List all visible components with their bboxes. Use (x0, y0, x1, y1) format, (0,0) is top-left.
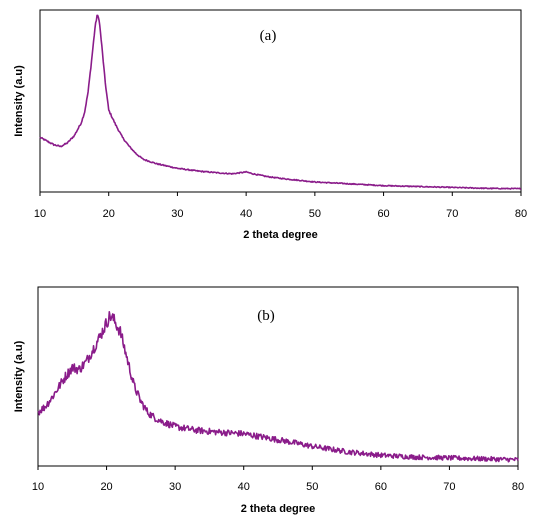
x-tick-label: 80 (515, 208, 527, 220)
y-axis-label: Intensity (a.u) (13, 340, 25, 412)
x-tick-label: 40 (238, 481, 250, 493)
x-tick-label: 20 (103, 208, 115, 220)
y-axis-label: Intensity (a.u) (13, 65, 25, 137)
plot-frame (39, 9, 522, 193)
xrd-trace (37, 311, 519, 463)
panel-label: (a) (260, 28, 277, 44)
panel-b: 10 20 30 40 50 60 70 80 (b) 2 theta degree Intensi… (13, 286, 524, 515)
x-tick-label: 30 (171, 208, 183, 220)
x-axis-label: 2 theta degree (243, 229, 318, 241)
panel-a: 10 20 30 40 50 60 70 80 (a) 2 theta degree Intensi… (13, 9, 527, 241)
x-tick-label: 80 (512, 481, 524, 493)
x-tick-label: 20 (100, 481, 112, 493)
x-tick-label: 70 (443, 481, 455, 493)
x-tick-label: 10 (32, 481, 44, 493)
x-tick-label: 30 (169, 481, 181, 493)
xrd-trace (39, 14, 522, 190)
x-tick-label: 50 (309, 208, 321, 220)
x-tick-label: 10 (34, 208, 46, 220)
plot-frame (37, 286, 519, 467)
panel-label: (b) (257, 308, 275, 324)
x-tick-label: 70 (446, 208, 458, 220)
x-tick-label: 40 (240, 208, 252, 220)
x-tick-label: 60 (375, 481, 387, 493)
x-tick-label: 50 (306, 481, 318, 493)
x-tick-label: 60 (377, 208, 389, 220)
x-axis-label: 2 theta degree (241, 503, 316, 515)
